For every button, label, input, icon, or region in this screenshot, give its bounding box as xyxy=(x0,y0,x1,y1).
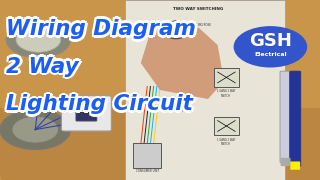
Circle shape xyxy=(171,21,181,26)
FancyBboxPatch shape xyxy=(61,96,111,131)
Polygon shape xyxy=(176,94,186,112)
Text: Lighting Circuit: Lighting Circuit xyxy=(6,94,193,114)
Text: 2 Way: 2 Way xyxy=(8,58,81,78)
Circle shape xyxy=(0,110,70,149)
FancyBboxPatch shape xyxy=(76,104,97,121)
Text: Lighting Circuit: Lighting Circuit xyxy=(8,96,195,116)
Text: Lighting Circuit: Lighting Circuit xyxy=(9,94,196,114)
Text: Wiring Diagram: Wiring Diagram xyxy=(8,21,198,41)
Circle shape xyxy=(16,27,61,52)
Text: Wiring Diagram: Wiring Diagram xyxy=(6,19,196,39)
Text: 2 Way: 2 Way xyxy=(8,55,81,75)
Text: Lighting Circuit: Lighting Circuit xyxy=(6,92,193,112)
Circle shape xyxy=(165,26,187,39)
Text: 1 GANG 2 WAY
SWITCH: 1 GANG 2 WAY SWITCH xyxy=(217,138,236,146)
Text: 2 Way: 2 Way xyxy=(4,57,76,77)
Text: Wiring Diagram: Wiring Diagram xyxy=(4,21,194,41)
Text: 2 Way: 2 Way xyxy=(9,57,82,77)
Polygon shape xyxy=(141,22,224,99)
Text: Wiring Diagram: Wiring Diagram xyxy=(6,21,196,42)
Text: CONSUMER UNIT: CONSUMER UNIT xyxy=(136,169,159,173)
FancyBboxPatch shape xyxy=(290,161,300,170)
FancyBboxPatch shape xyxy=(290,71,301,166)
Text: 2 Way: 2 Way xyxy=(6,59,79,79)
Text: 2 Way: 2 Way xyxy=(6,57,79,77)
Text: CEILING ROSE: CEILING ROSE xyxy=(192,23,211,27)
Text: 1 GANG 2 WAY
SWITCH: 1 GANG 2 WAY SWITCH xyxy=(217,89,236,98)
FancyBboxPatch shape xyxy=(281,158,291,166)
FancyBboxPatch shape xyxy=(133,143,161,168)
Text: Lighting Circuit: Lighting Circuit xyxy=(6,97,193,117)
Text: Lighting Circuit: Lighting Circuit xyxy=(4,93,191,113)
Text: Lighting Circuit: Lighting Circuit xyxy=(4,94,191,114)
Text: 2 Way: 2 Way xyxy=(6,54,79,74)
Text: GSH: GSH xyxy=(249,31,292,50)
Text: Wiring Diagram: Wiring Diagram xyxy=(4,17,194,37)
Text: Lighting Circuit: Lighting Circuit xyxy=(8,93,195,113)
Text: Wiring Diagram: Wiring Diagram xyxy=(4,19,194,39)
FancyBboxPatch shape xyxy=(0,108,320,180)
Text: Lighting Circuit: Lighting Circuit xyxy=(4,96,191,116)
FancyBboxPatch shape xyxy=(214,117,239,135)
Text: Wiring Diagram: Wiring Diagram xyxy=(6,16,196,36)
Text: Wiring Diagram: Wiring Diagram xyxy=(8,17,198,37)
Text: 2 Way: 2 Way xyxy=(4,55,77,75)
Circle shape xyxy=(13,117,58,142)
Text: Electrical: Electrical xyxy=(254,51,287,57)
FancyBboxPatch shape xyxy=(280,71,291,163)
Circle shape xyxy=(234,26,307,68)
Text: Wiring Diagram: Wiring Diagram xyxy=(9,19,199,39)
Circle shape xyxy=(6,22,70,58)
Polygon shape xyxy=(125,0,285,180)
Text: TWO WAY SWITCHING: TWO WAY SWITCHING xyxy=(173,7,224,11)
Text: 2 Way: 2 Way xyxy=(4,58,77,78)
FancyBboxPatch shape xyxy=(214,68,239,87)
